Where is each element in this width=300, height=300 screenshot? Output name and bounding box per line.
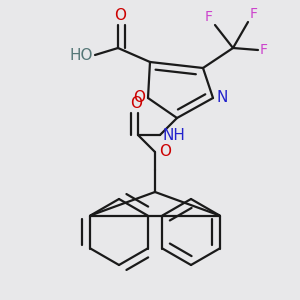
Text: F: F [250,7,258,21]
Text: O: O [133,91,145,106]
Text: O: O [130,96,142,111]
Text: HO: HO [70,47,93,62]
Text: NH: NH [163,128,186,142]
Text: F: F [260,43,268,57]
Text: F: F [205,10,213,24]
Text: N: N [216,91,227,106]
Text: O: O [159,145,171,160]
Text: O: O [114,8,126,23]
